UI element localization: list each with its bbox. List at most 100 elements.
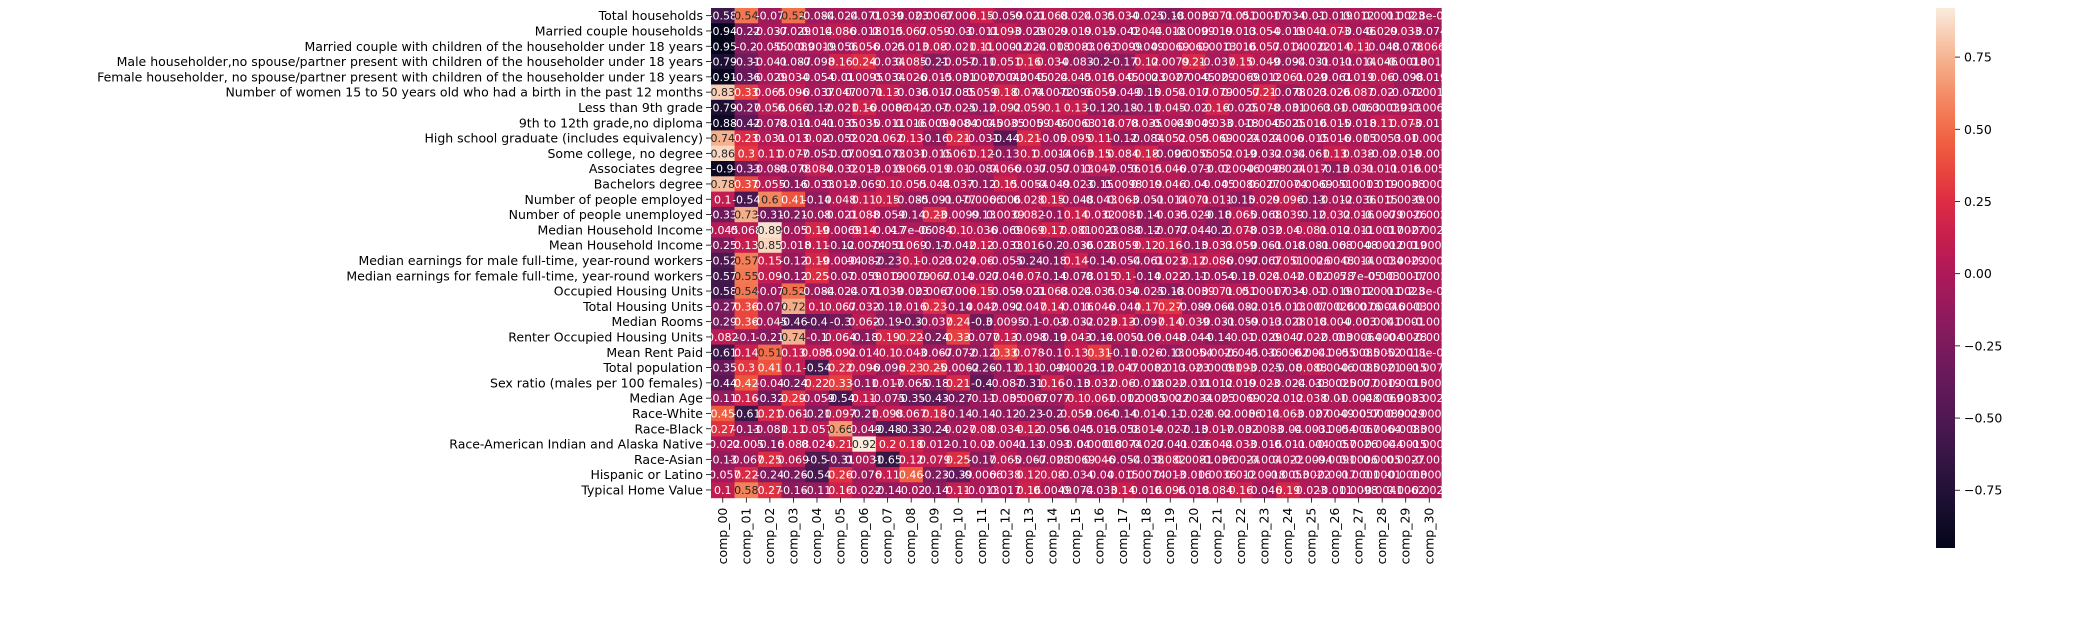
heatmap-cell <box>1134 99 1160 116</box>
colorbar: 0.75 0.50 0.25 0.00 −0.25 −0.50 −0.75 <box>1936 8 2002 548</box>
heatmap-cell <box>1370 145 1395 162</box>
heatmap-cell <box>1323 161 1348 177</box>
heatmap-cell <box>711 84 736 101</box>
heatmap-cell <box>1087 268 1112 284</box>
heatmap-cell <box>1017 8 1042 24</box>
heatmap-cell <box>1252 252 1277 269</box>
heatmap-cell <box>1370 191 1395 208</box>
heatmap-cell <box>1087 252 1112 269</box>
heatmap-cell <box>805 130 830 147</box>
heatmap-cell <box>828 268 853 284</box>
cell-value-label: -0.32 <box>756 392 784 405</box>
heatmap-cell <box>781 23 806 40</box>
heatmap-cell <box>1299 206 1324 223</box>
heatmap-cell <box>1111 8 1136 24</box>
cell-value-label: -0.27 <box>709 300 737 313</box>
heatmap-cell <box>1040 268 1065 284</box>
heatmap-cell <box>1276 99 1301 116</box>
heatmap-cell <box>1182 176 1207 193</box>
cell-value-label: 0.78 <box>711 178 736 191</box>
heatmap-cell <box>1087 99 1112 116</box>
cell-value-label: 0.16 <box>828 56 853 69</box>
heatmap-cell <box>1370 130 1395 147</box>
heatmap-cell <box>1205 8 1230 24</box>
heatmap-cell <box>970 8 995 24</box>
heatmap-cell <box>922 69 948 86</box>
heatmap-cell <box>1417 84 1442 101</box>
cell-value-label: 0.55 <box>734 270 759 283</box>
heatmap-cell <box>1158 115 1183 131</box>
heatmap-cell <box>734 69 759 86</box>
cell-value-label: 0.0004 <box>1410 239 1449 252</box>
heatmap-cell <box>899 84 924 101</box>
heatmap-cell <box>922 222 948 239</box>
x-tick-label: comp_15 <box>1068 508 1083 565</box>
heatmap-cell <box>1040 145 1065 162</box>
cell-value-label: -0.0021 <box>1408 392 1450 405</box>
heatmap-cell <box>734 237 759 254</box>
heatmap-cell <box>1040 84 1065 101</box>
heatmap-cell <box>1087 115 1112 131</box>
heatmap-cell <box>758 145 783 162</box>
cell-value-label: 0.17 <box>1134 300 1159 313</box>
cell-value-label: 0.3 <box>738 147 756 160</box>
heatmap-cell <box>899 161 924 177</box>
heatmap-cell <box>781 69 806 86</box>
cell-value-label: -0.0006 <box>1408 438 1450 451</box>
heatmap-cell <box>993 237 1018 254</box>
heatmap-cell <box>1158 252 1183 269</box>
heatmap-cell <box>1370 23 1395 40</box>
heatmap-cell <box>805 38 830 55</box>
heatmap-cell <box>1417 38 1442 55</box>
x-tick-label: comp_27 <box>1351 508 1366 565</box>
heatmap-cell <box>1017 53 1042 70</box>
heatmap-cell <box>1252 206 1277 223</box>
heatmap-cell <box>805 99 830 116</box>
colorbar-tick-label: −0.50 <box>1964 411 2002 426</box>
heatmap-cell <box>899 237 924 254</box>
heatmap-cell <box>1064 99 1089 116</box>
heatmap-cell <box>1182 268 1207 284</box>
colorbar-tick-label: 0.50 <box>1964 122 1992 137</box>
heatmap-cell <box>1393 23 1419 40</box>
y-tick-label: Some college, no degree <box>548 146 704 161</box>
heatmap-cell <box>734 176 759 193</box>
heatmap-cell <box>1182 252 1207 269</box>
cell-value-label: -0.074 <box>1412 25 1447 38</box>
y-tick-label: Median earnings for female full-time, ye… <box>346 268 703 283</box>
heatmap-cell <box>922 191 948 208</box>
heatmap-cell <box>852 99 877 116</box>
heatmap-cell <box>970 53 995 70</box>
heatmap-cell <box>922 23 948 40</box>
heatmap-cell <box>781 252 806 269</box>
cell-value-label: 0.21 <box>946 377 971 390</box>
cell-value-label: -0.1 <box>948 438 969 451</box>
heatmap-cell <box>805 237 830 254</box>
heatmap-cell <box>922 115 948 131</box>
x-tick-label: comp_02 <box>762 508 777 565</box>
heatmap-cell <box>1134 38 1160 55</box>
cell-value-label: 0.1 <box>808 300 826 313</box>
heatmap-cell <box>1417 130 1442 147</box>
cell-value-label: 0.2 <box>879 438 897 451</box>
heatmap-cell <box>711 191 736 208</box>
heatmap-cell <box>1087 8 1112 24</box>
heatmap-cell <box>1087 222 1112 239</box>
cell-value-label: -0.54 <box>803 469 831 482</box>
heatmap-cell <box>1229 252 1254 269</box>
heatmap-cell <box>1064 252 1089 269</box>
heatmap-cell <box>1017 161 1042 177</box>
heatmap-cell <box>1323 38 1348 55</box>
heatmap-cell <box>1158 191 1183 208</box>
cell-value-label: 0.1 <box>879 346 897 359</box>
heatmap-cell <box>1205 176 1230 193</box>
cell-value-label: -0.02 <box>1180 101 1208 114</box>
heatmap-cell <box>711 161 736 177</box>
heatmap-cell <box>805 252 830 269</box>
heatmap-cell <box>993 38 1018 55</box>
heatmap-cell <box>1064 53 1089 70</box>
cell-value-label: -0.23 <box>873 254 901 267</box>
heatmap-cell <box>1040 8 1065 24</box>
heatmap-cells <box>711 8 1442 499</box>
heatmap-cell <box>1370 53 1395 70</box>
